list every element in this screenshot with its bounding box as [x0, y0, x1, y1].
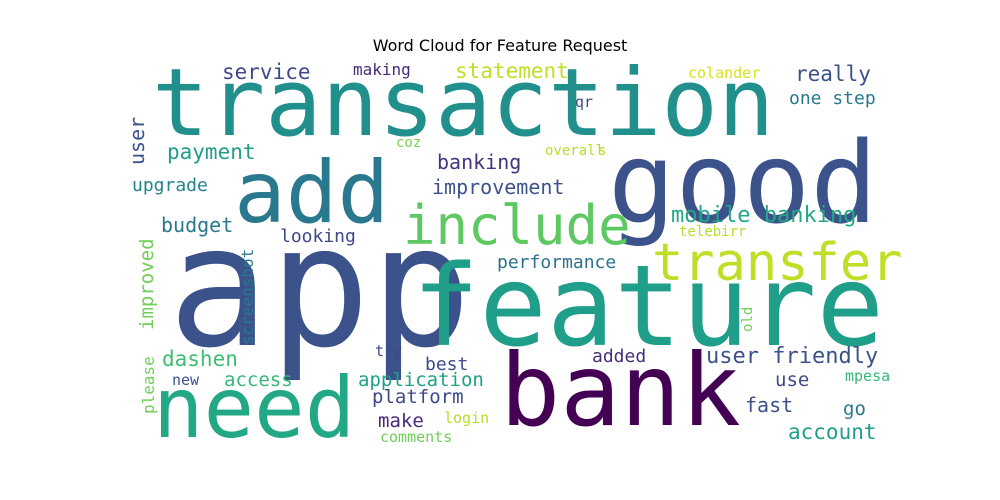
word-qr: qr: [575, 93, 593, 111]
word-banking: banking: [437, 150, 521, 174]
word-please: please: [139, 356, 158, 414]
word-comments: comments: [380, 428, 452, 446]
word-performance: performance: [497, 252, 616, 273]
word-try: try: [375, 342, 402, 360]
word-include: include: [403, 194, 631, 257]
word-user: user: [125, 117, 149, 165]
word-add: add: [234, 143, 389, 243]
word-one-step: one step: [789, 88, 876, 109]
word-need: need: [153, 359, 355, 457]
word-old: old: [740, 307, 756, 332]
word-bank: bank: [500, 332, 741, 449]
word-mobile-banking: mobile banking: [671, 203, 856, 228]
word-application: application: [358, 369, 484, 391]
word-app: app: [168, 189, 471, 385]
word-screenshot: screenshot: [238, 249, 257, 345]
word-dashen: dashen: [162, 347, 238, 371]
word-login: login: [444, 409, 489, 427]
word-overall: overall: [545, 143, 604, 159]
word-budget: budget: [161, 213, 233, 237]
word-user-friendly: user friendly: [706, 344, 878, 369]
word-payment: payment: [167, 140, 256, 164]
word-upgrade: upgrade: [132, 175, 208, 196]
word-access: access: [224, 369, 293, 391]
word-added: added: [592, 346, 646, 367]
word-coz: coz: [396, 135, 421, 151]
word-looking: looking: [280, 226, 356, 247]
word-transfer: transfer: [652, 233, 902, 293]
word-really: really: [795, 62, 871, 86]
word-go: go: [843, 398, 866, 420]
word-account: account: [788, 420, 877, 444]
word-improvement: improvement: [432, 175, 564, 199]
word-making: making: [353, 60, 411, 79]
word-make: make: [378, 410, 424, 432]
chart-title: Word Cloud for Feature Request: [372, 36, 628, 55]
word-platform: platform: [372, 386, 464, 408]
word-good: good: [608, 119, 878, 249]
word-telebirr: telebirr: [679, 224, 746, 240]
word-improved: improved: [136, 238, 158, 330]
word-new: new: [172, 371, 200, 389]
word-colander: colander: [688, 64, 760, 82]
word-feature: feature: [412, 242, 884, 372]
word-service: service: [222, 60, 311, 84]
word-statement: statement: [455, 59, 569, 83]
word-use: use: [775, 369, 809, 391]
word-s: s: [598, 143, 606, 159]
word-transaction: transaction: [152, 49, 775, 158]
word-mpesa: mpesa: [845, 367, 890, 385]
word-best: best: [425, 354, 468, 375]
word-fast: fast: [745, 393, 793, 417]
